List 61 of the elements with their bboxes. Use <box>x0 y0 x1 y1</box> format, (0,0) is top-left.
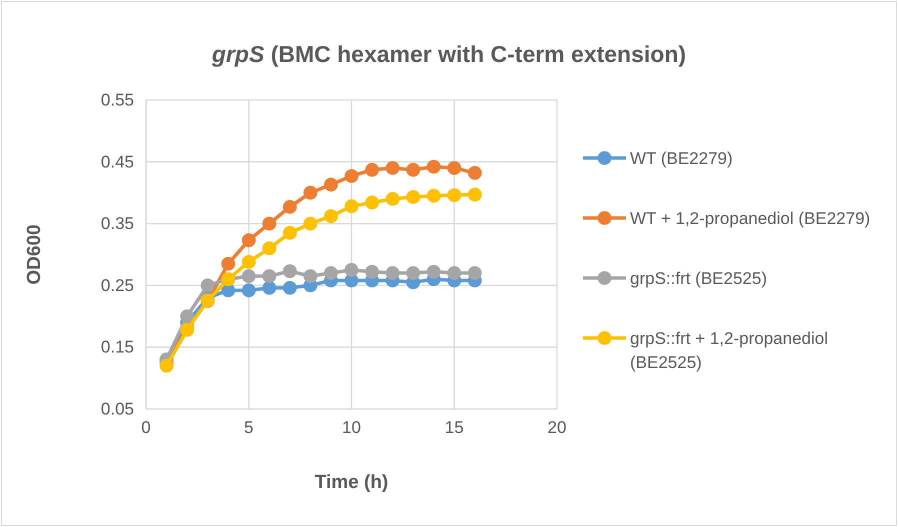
point <box>242 233 256 248</box>
chart-title: grpS (BMC hexamer with C-term extension) <box>210 41 686 67</box>
point <box>242 283 256 298</box>
point <box>386 266 400 280</box>
y-tick-label: 0.55 <box>100 90 134 110</box>
point <box>180 309 194 324</box>
point <box>468 188 482 202</box>
point <box>160 358 174 373</box>
point <box>262 241 276 256</box>
point <box>282 264 297 278</box>
point <box>406 162 420 177</box>
point <box>200 278 215 292</box>
point <box>221 256 236 271</box>
point <box>365 162 379 177</box>
point <box>344 199 358 214</box>
point <box>365 196 379 210</box>
point <box>426 160 441 174</box>
point <box>365 264 379 279</box>
legend-label: grpS::frt + 1,2-propanediol (BE2525) <box>630 329 828 372</box>
x-tick-label: 20 <box>548 418 566 438</box>
x-axis-title: Time (h) <box>314 472 388 493</box>
point <box>282 200 297 214</box>
point <box>344 169 358 183</box>
y-tick-label: 0.15 <box>100 338 134 357</box>
x-tick-label: 5 <box>244 418 254 438</box>
point <box>262 269 276 284</box>
y-tick-label: 0.05 <box>100 399 134 418</box>
point <box>447 188 462 202</box>
x-tick-label: 0 <box>141 418 151 438</box>
point <box>324 266 338 280</box>
point <box>406 190 420 204</box>
x-tick-label: 15 <box>444 418 464 438</box>
point <box>282 280 297 295</box>
point <box>262 280 276 295</box>
point <box>324 209 338 224</box>
y-tick-label: 0.35 <box>100 214 134 234</box>
point <box>303 186 318 200</box>
point <box>406 266 420 280</box>
legend-label: WT (BE2279) <box>630 149 733 168</box>
point <box>426 188 441 203</box>
point <box>447 266 462 280</box>
point <box>242 255 256 269</box>
legend-label: grpS::frt (BE2525) <box>630 269 768 288</box>
point <box>242 269 256 284</box>
point <box>303 269 318 284</box>
y-tick-label: 0.45 <box>100 152 134 172</box>
point <box>386 161 400 175</box>
point <box>344 263 358 277</box>
y-tick-label: 0.25 <box>100 276 134 295</box>
point <box>447 161 462 175</box>
point <box>386 192 400 206</box>
point <box>303 216 318 230</box>
point <box>468 266 482 280</box>
x-tick-label: 10 <box>342 418 361 438</box>
legend-label: WT + 1,2-propanediol (BE2279) <box>630 209 870 228</box>
point <box>282 226 297 240</box>
point <box>324 178 338 192</box>
y-axis-title: OD600 <box>24 224 45 285</box>
point <box>468 166 482 180</box>
point <box>426 264 441 279</box>
point <box>262 216 276 230</box>
